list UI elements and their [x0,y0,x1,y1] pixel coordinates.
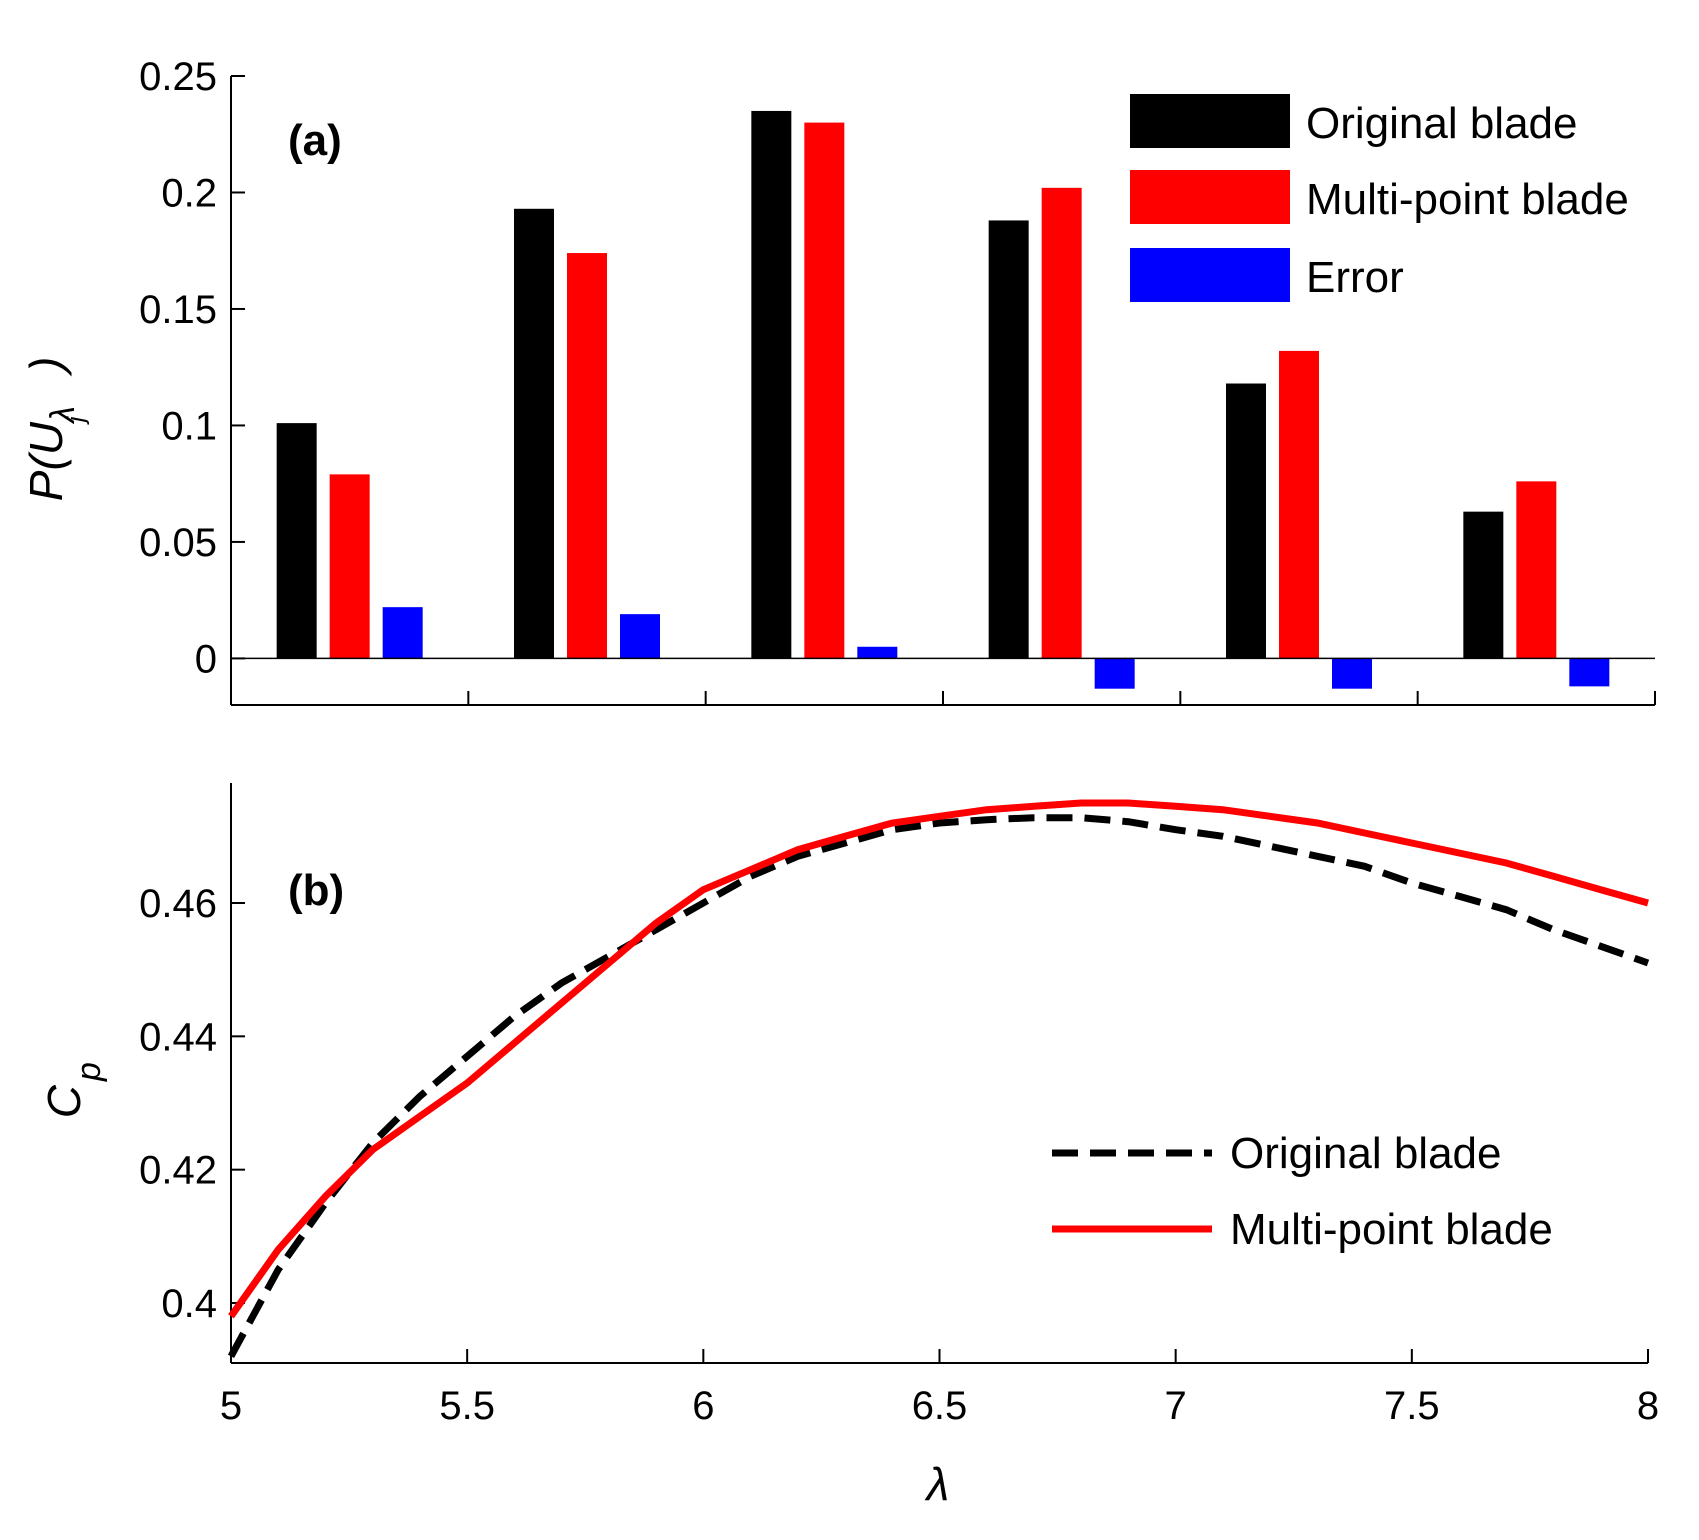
panel-b-x-tick-label: 7.5 [1384,1384,1440,1428]
panel-b-x-tick-label: 6 [692,1384,714,1428]
panel-b-x-tick-label: 8 [1637,1384,1659,1428]
panel-a-bars [276,110,1610,689]
bar-multi-point-blade [1516,481,1557,659]
panel-b-x-tick-label: 7 [1165,1384,1187,1428]
panel-a-y-tick-label: 0.15 [139,288,217,332]
bar-multi-point-blade [329,474,370,659]
legend-label-original-blade: Original blade [1306,99,1578,148]
panel-a-y-tick-label: 0.05 [139,521,217,565]
bar-error [857,646,898,659]
legend-label-error: Error [1306,253,1404,302]
bar-multi-point-blade [1041,187,1082,659]
panel-a-ylabel-sub-subscript: j [63,416,90,425]
panel-a: 0 0.05 0.1 0.15 0.2 0.25 (a) P(U λ j ) Origin… [20,55,1656,706]
bar-original-blade [276,423,317,659]
bar-original-blade [751,110,792,659]
bar-multi-point-blade [1279,350,1319,659]
bar-original-blade [1463,511,1504,659]
panel-a-ylabel-subscript: λ [44,406,82,425]
panel-b-ylabel-subscript: p [70,1062,108,1082]
panel-a-ylabel-main: P(U [20,421,72,501]
panel-b-y-tick-label: 0.42 [139,1149,217,1193]
legend-label-multi-point-blade: Multi-point blade [1306,175,1629,224]
bar-original-blade [988,220,1029,659]
panel-a-legend: Original blade Multi-point blade Error [1130,94,1629,302]
panel-a-y-tick-label: 0 [195,637,217,681]
legend-swatch-multi-point-blade [1130,170,1290,224]
bar-error [620,614,660,659]
panel-a-y-ticks: 0 0.05 0.1 0.15 0.2 0.25 [139,55,245,681]
panel-b-ylabel-main: C [38,1084,90,1118]
panel-b-x-tick-label: 5 [220,1384,242,1428]
panel-a-y-tick-label: 0.1 [161,404,217,448]
legend-swatch-original-blade [1130,94,1290,148]
panel-a-y-axis-label: P(U λ j ) [20,357,90,502]
bar-error [382,607,423,659]
panel-a-ylabel-close: ) [20,357,72,377]
panel-b-x-tick-label: 6.5 [912,1384,968,1428]
panel-a-x-ticks [467,691,1656,705]
panel-b-x-ticks: 5 5.5 6 6.5 7 7.5 8 [220,1349,1659,1428]
panel-a-y-tick-label: 0.25 [139,55,217,99]
panel-a-label: (a) [288,116,342,165]
panel-b-y-tick-label: 0.46 [139,882,217,926]
panel-b-y-axis-label: C p [38,1062,108,1118]
panel-b-legend: Original blade Multi-point blade [1052,1129,1553,1254]
legend-label-multi-point-blade-b: Multi-point blade [1230,1205,1553,1254]
panel-a-y-tick-label: 0.2 [161,171,217,215]
panel-b-x-axis-label: λ [924,1458,950,1510]
panel-b-y-ticks: 0.4 0.42 0.44 0.46 [139,882,245,1326]
bar-multi-point-blade [804,122,845,659]
legend-label-original-blade-b: Original blade [1230,1129,1502,1178]
bar-error [1094,658,1135,689]
bar-original-blade [514,208,554,659]
panel-b: 0.40.420.440.46 5 5.5 6 6.5 7 7.5 8 (b) C p λ … [38,783,1659,1510]
panel-b-y-tick-label: 0.44 [139,1015,217,1059]
panel-b-label: (b) [288,866,344,915]
panel-b-x-tick-label: 5.5 [439,1384,495,1428]
series-line-original-blade [227,814,1650,1358]
bar-error [1332,658,1372,689]
bar-multi-point-blade [567,253,607,659]
legend-swatch-error [1130,248,1290,302]
bar-error [1569,658,1610,687]
bar-original-blade [1226,383,1266,659]
panel-b-y-tick-label: 0.4 [161,1282,217,1326]
series-line-multi-point-blade [228,799,1649,1319]
